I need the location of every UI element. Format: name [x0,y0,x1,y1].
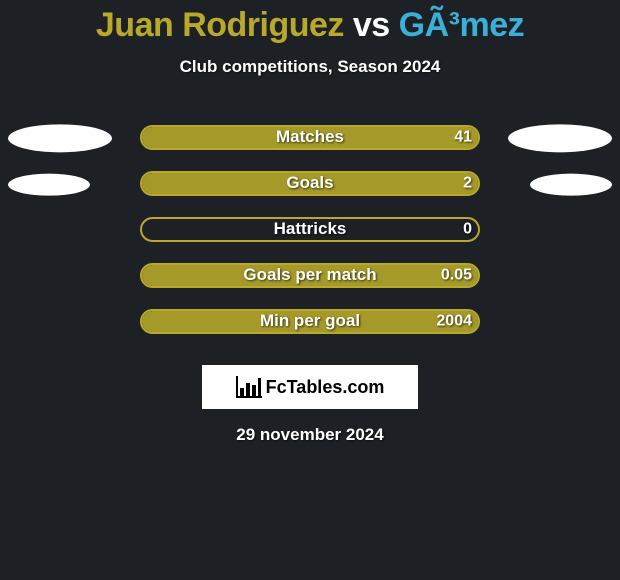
decoration-ellipse [508,124,612,152]
decoration-ellipse [8,174,90,196]
stat-bar-fill [142,127,478,148]
stat-bar-fill [142,265,478,286]
stat-row: Hattricks0 [0,209,620,255]
page-title: Juan Rodriguez vs GÃ³mez [0,0,620,45]
stat-bar-track [140,263,480,288]
title-player1: Juan Rodriguez [96,6,344,44]
decoration-ellipse [530,174,612,196]
decoration-ellipse [8,124,112,152]
stat-row: Matches41 [0,117,620,163]
comparison-infographic: Juan Rodriguez vs GÃ³mez Club competitio… [0,0,620,580]
stat-row: Min per goal2004 [0,301,620,347]
stat-bar-track [140,309,480,334]
stat-bar-track [140,171,480,196]
title-player2: GÃ³mez [399,6,524,44]
date-text: 29 november 2024 [0,425,620,445]
title-vs: vs [344,6,399,44]
stat-bar-fill [142,311,478,332]
stat-bar-track [140,217,480,242]
branding-text: FcTables.com [266,377,385,398]
branding-badge: FcTables.com [202,365,418,409]
stat-rows: Matches41Goals2Hattricks0Goals per match… [0,117,620,347]
bar-chart-icon [236,376,262,398]
stat-row: Goals per match0.05 [0,255,620,301]
subtitle: Club competitions, Season 2024 [0,57,620,77]
stat-bar-fill [142,173,478,194]
stat-row: Goals2 [0,163,620,209]
stat-bar-track [140,125,480,150]
